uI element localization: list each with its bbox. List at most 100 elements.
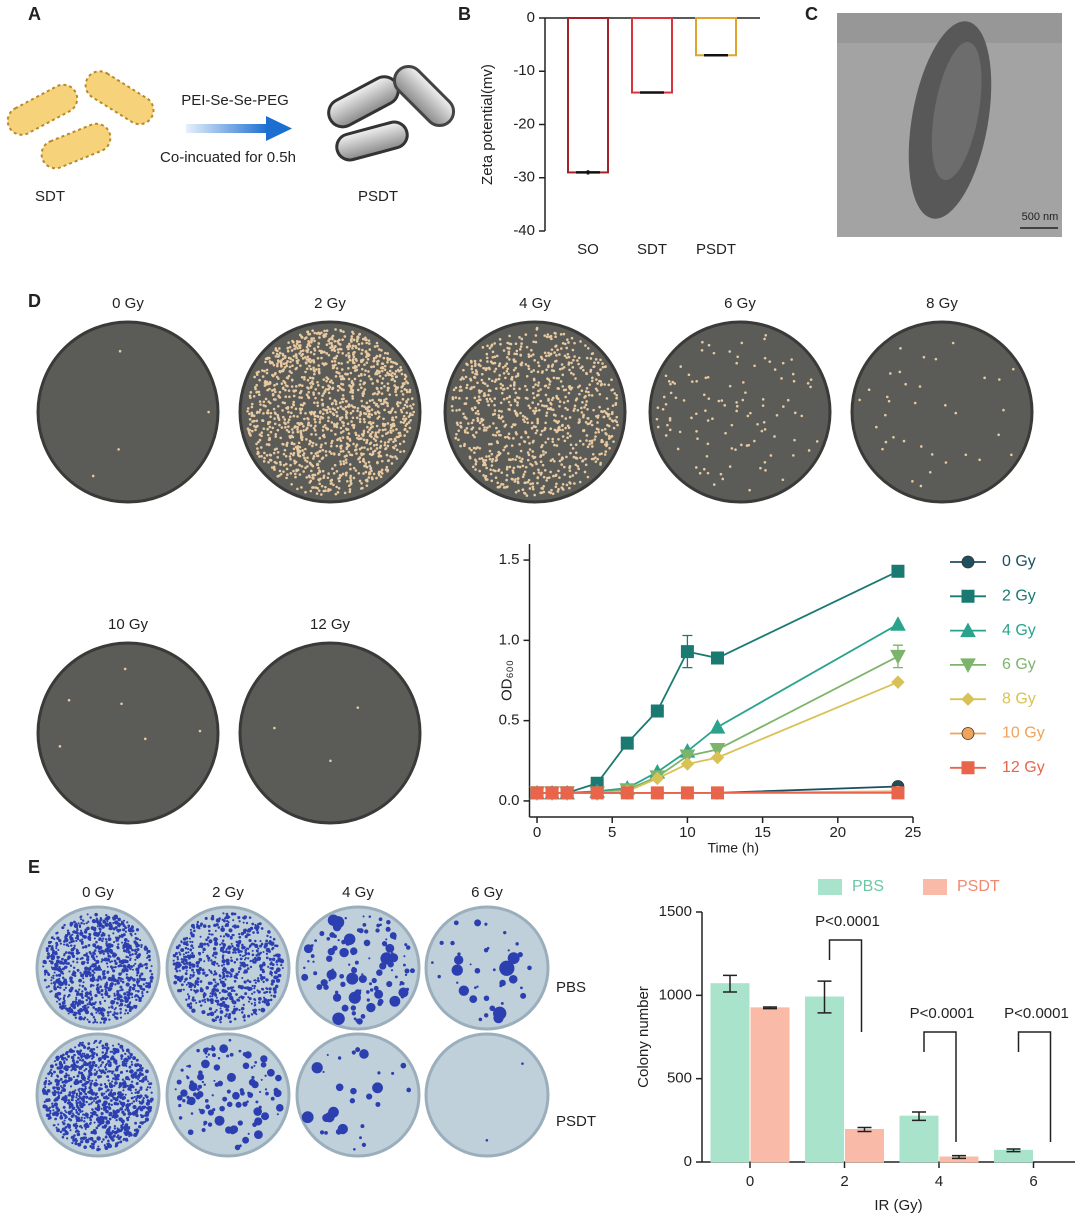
colony (568, 466, 571, 470)
colony (366, 430, 370, 434)
colony (514, 375, 518, 378)
colony (489, 468, 492, 471)
colony (214, 1019, 217, 1022)
colony (310, 469, 313, 473)
colony (126, 994, 129, 997)
colony (558, 459, 562, 463)
colony (90, 983, 93, 987)
colony (46, 952, 50, 956)
colony (262, 996, 266, 999)
colony (586, 417, 589, 420)
colony (146, 947, 149, 951)
colony (360, 352, 363, 355)
colony (357, 434, 361, 438)
colony (474, 411, 478, 415)
colony (49, 1081, 53, 1085)
colony (562, 401, 566, 404)
colony (353, 366, 357, 370)
colony (590, 394, 594, 397)
colony (326, 405, 330, 409)
colony (216, 962, 219, 965)
colony (228, 971, 231, 974)
colony (278, 474, 281, 477)
colony (342, 407, 346, 411)
colony (560, 414, 564, 418)
colony (51, 945, 54, 948)
colony (55, 1091, 58, 1094)
colony (372, 437, 376, 441)
colony (355, 339, 359, 343)
colony (105, 1044, 109, 1047)
plate (648, 320, 832, 504)
colony (702, 393, 706, 397)
colony (527, 364, 530, 368)
colony (531, 487, 535, 491)
colony (68, 1093, 72, 1097)
colony (333, 360, 337, 363)
colony (379, 470, 383, 474)
colony (333, 463, 337, 467)
colony (505, 369, 509, 373)
colony (508, 347, 511, 350)
colony (485, 455, 488, 458)
colony (667, 380, 671, 383)
colony (76, 934, 80, 938)
colony (339, 431, 343, 434)
colony (488, 397, 492, 401)
colony (111, 1115, 115, 1119)
colony (75, 1099, 78, 1102)
colony (222, 950, 225, 954)
colony (68, 1106, 72, 1109)
colony (372, 365, 376, 368)
colony (349, 481, 353, 485)
colony (256, 452, 259, 456)
colony (322, 476, 326, 480)
colony (124, 1009, 128, 1012)
colony (63, 978, 67, 982)
colony (594, 435, 597, 438)
colony (590, 352, 594, 356)
colony (550, 348, 554, 351)
colony (352, 442, 355, 446)
colony (117, 936, 120, 940)
colony (514, 391, 518, 395)
colony (550, 337, 553, 341)
colony (510, 425, 514, 429)
colony (69, 1010, 72, 1014)
colony (56, 1058, 59, 1062)
colony (320, 457, 324, 460)
colony (94, 1007, 98, 1011)
colony (235, 972, 239, 976)
colony (136, 974, 139, 977)
colony (488, 425, 491, 428)
colony (264, 360, 267, 364)
colony (106, 1010, 110, 1014)
colony (100, 934, 104, 937)
colony (239, 953, 242, 957)
colony (214, 951, 218, 956)
colony (347, 450, 351, 454)
colony (377, 415, 381, 418)
colony (248, 412, 251, 416)
colony (95, 1070, 99, 1073)
colony (276, 455, 280, 459)
colony (224, 978, 227, 981)
colony (225, 1007, 229, 1012)
colony (540, 471, 543, 475)
colony (342, 397, 345, 401)
colony (64, 1109, 67, 1112)
colony (81, 1059, 84, 1062)
colony (84, 988, 87, 991)
colony (386, 444, 390, 448)
colony (317, 466, 320, 470)
colony (88, 938, 91, 941)
colony (301, 357, 305, 360)
colony (136, 943, 140, 948)
colony (328, 407, 331, 411)
colony (211, 995, 214, 998)
colony (398, 431, 402, 435)
colony (359, 412, 363, 416)
colony (216, 923, 219, 926)
colony (222, 975, 226, 979)
colony (706, 471, 710, 475)
